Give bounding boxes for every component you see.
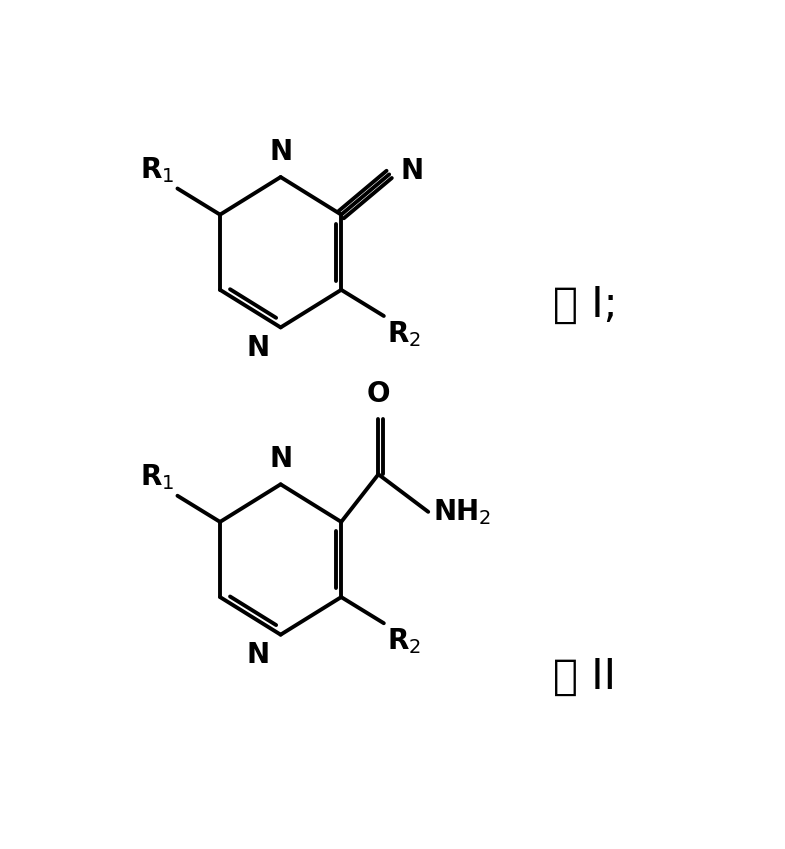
Text: N: N bbox=[400, 157, 423, 185]
Text: R$_{2}$: R$_{2}$ bbox=[387, 627, 421, 656]
Text: R$_{2}$: R$_{2}$ bbox=[387, 319, 421, 349]
Text: N: N bbox=[246, 334, 270, 362]
Text: N: N bbox=[269, 138, 292, 166]
Text: 式 II: 式 II bbox=[553, 656, 616, 698]
Text: R$_{1}$: R$_{1}$ bbox=[141, 155, 174, 185]
Text: N: N bbox=[246, 641, 270, 669]
Text: O: O bbox=[367, 380, 390, 408]
Text: N: N bbox=[269, 445, 292, 473]
Text: 式 I;: 式 I; bbox=[553, 284, 617, 325]
Text: NH$_2$: NH$_2$ bbox=[433, 497, 491, 526]
Text: R$_{1}$: R$_{1}$ bbox=[141, 463, 174, 492]
